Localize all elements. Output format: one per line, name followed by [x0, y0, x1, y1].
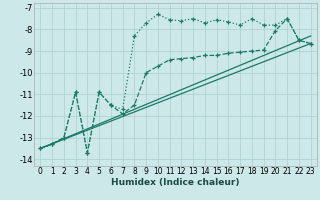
X-axis label: Humidex (Indice chaleur): Humidex (Indice chaleur) [111, 178, 240, 187]
